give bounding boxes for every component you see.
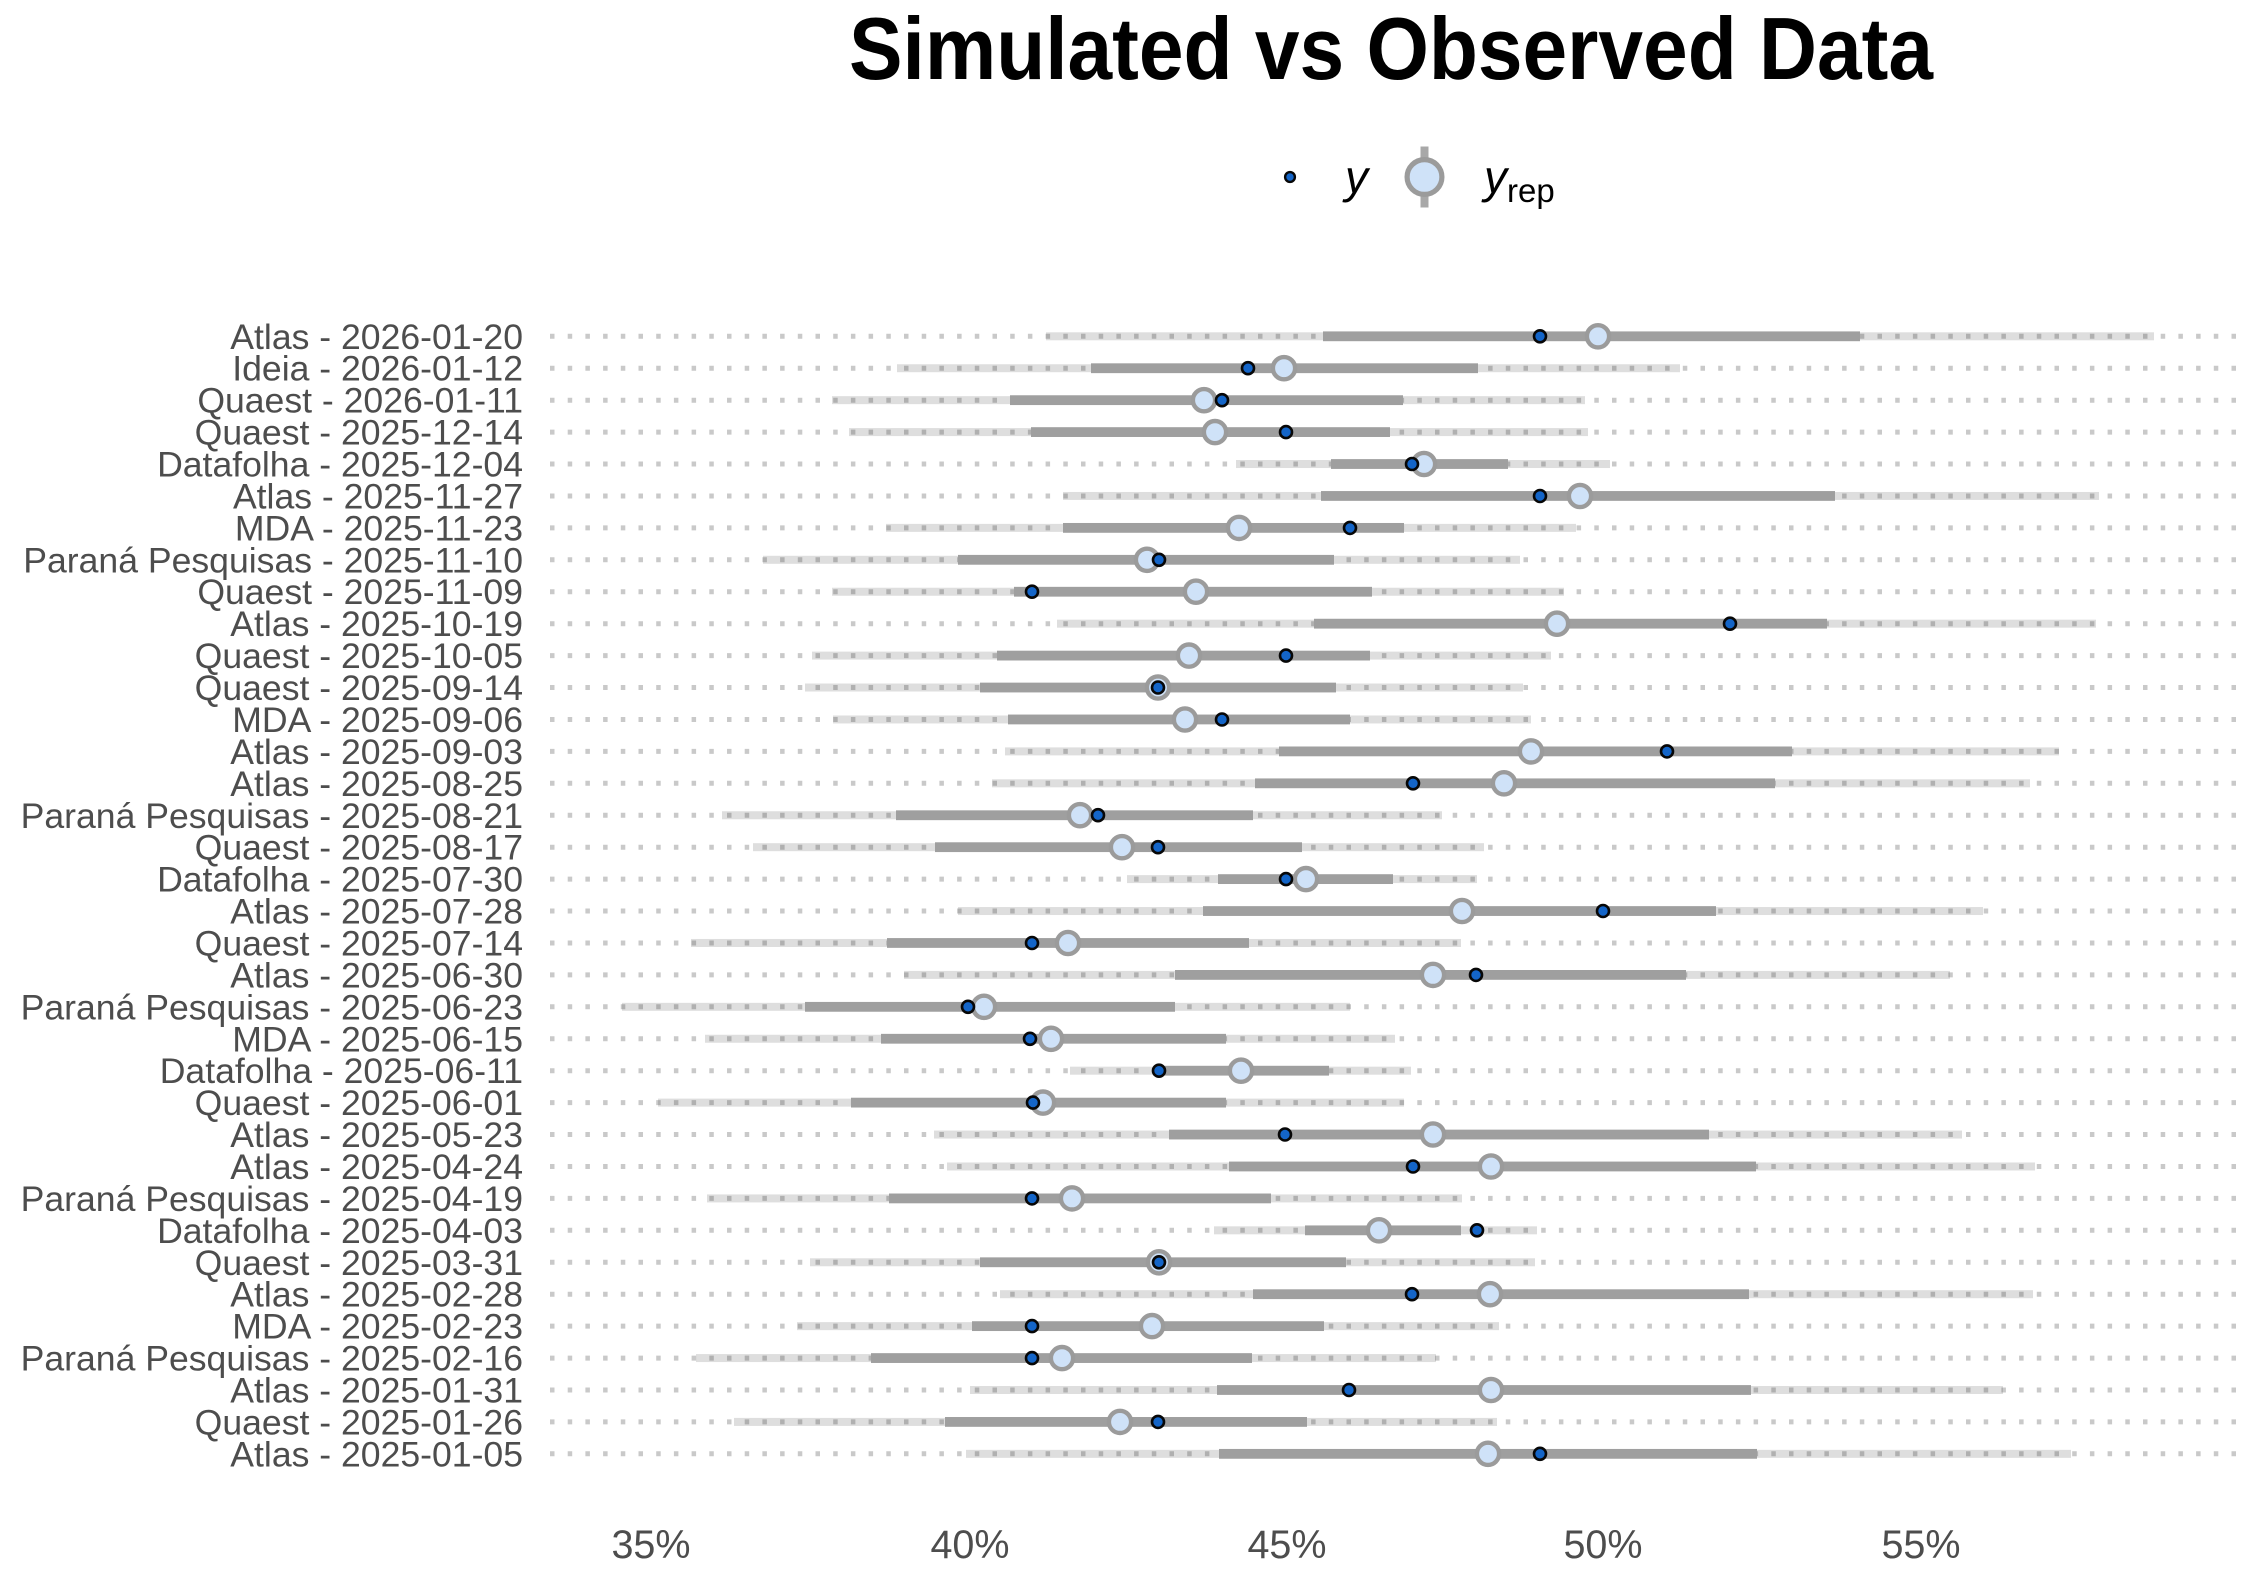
svg-text:Quaest - 2025-11-09: Quaest - 2025-11-09 (197, 572, 523, 612)
svg-text:Atlas - 2025-05-23: Atlas - 2025-05-23 (230, 1115, 523, 1155)
svg-text:Atlas - 2026-01-20: Atlas - 2026-01-20 (230, 317, 523, 357)
svg-text:Datafolha - 2025-12-04: Datafolha - 2025-12-04 (157, 445, 523, 485)
svg-text:Atlas - 2025-08-25: Atlas - 2025-08-25 (230, 764, 523, 804)
svg-text:Quaest - 2026-01-11: Quaest - 2026-01-11 (197, 381, 523, 421)
svg-text:Atlas - 2025-07-28: Atlas - 2025-07-28 (230, 892, 523, 932)
svg-text:40%: 40% (930, 1523, 1009, 1567)
svg-text:Quaest - 2025-10-05: Quaest - 2025-10-05 (195, 636, 523, 676)
svg-text:Atlas - 2025-10-19: Atlas - 2025-10-19 (230, 604, 523, 644)
svg-text:MDA - 2025-09-06: MDA - 2025-09-06 (232, 700, 523, 740)
svg-text:y: y (1342, 151, 1371, 203)
svg-text:Atlas - 2025-01-31: Atlas - 2025-01-31 (230, 1371, 523, 1411)
svg-text:Datafolha - 2025-07-30: Datafolha - 2025-07-30 (157, 860, 523, 900)
svg-text:Quaest - 2025-03-31: Quaest - 2025-03-31 (195, 1243, 523, 1283)
svg-text:Atlas - 2025-02-28: Atlas - 2025-02-28 (230, 1275, 523, 1315)
svg-text:Atlas - 2025-09-03: Atlas - 2025-09-03 (230, 732, 523, 772)
svg-text:Quaest - 2025-07-14: Quaest - 2025-07-14 (195, 924, 523, 964)
svg-text:50%: 50% (1563, 1523, 1642, 1567)
svg-text:Quaest - 2025-12-14: Quaest - 2025-12-14 (195, 413, 523, 453)
svg-text:Quaest - 2025-06-01: Quaest - 2025-06-01 (195, 1083, 523, 1123)
svg-text:Atlas - 2025-06-30: Atlas - 2025-06-30 (230, 955, 523, 995)
svg-text:Atlas - 2025-11-27: Atlas - 2025-11-27 (233, 477, 523, 517)
svg-text:Atlas - 2025-01-05: Atlas - 2025-01-05 (230, 1434, 523, 1474)
svg-text:35%: 35% (611, 1523, 690, 1567)
svg-text:Quaest - 2025-09-14: Quaest - 2025-09-14 (195, 668, 523, 708)
svg-text:Datafolha - 2025-06-11: Datafolha - 2025-06-11 (160, 1051, 523, 1091)
svg-text:Paraná Pesquisas - 2025-11-10: Paraná Pesquisas - 2025-11-10 (23, 540, 523, 580)
svg-text:Quaest - 2025-08-17: Quaest - 2025-08-17 (195, 828, 523, 868)
svg-text:Atlas - 2025-04-24: Atlas - 2025-04-24 (230, 1147, 523, 1187)
svg-text:Datafolha - 2025-04-03: Datafolha - 2025-04-03 (157, 1211, 523, 1251)
svg-text:Paraná Pesquisas - 2025-08-21: Paraná Pesquisas - 2025-08-21 (21, 796, 523, 836)
svg-text:Quaest - 2025-01-26: Quaest - 2025-01-26 (195, 1402, 523, 1442)
svg-text:Paraná Pesquisas - 2025-02-16: Paraná Pesquisas - 2025-02-16 (21, 1339, 523, 1379)
svg-text:Simulated vs Observed Data: Simulated vs Observed Data (849, 0, 1934, 98)
svg-text:MDA - 2025-02-23: MDA - 2025-02-23 (232, 1307, 523, 1347)
svg-text:Paraná Pesquisas - 2025-06-23: Paraná Pesquisas - 2025-06-23 (21, 987, 523, 1027)
svg-text:Ideia - 2026-01-12: Ideia - 2026-01-12 (232, 349, 523, 389)
svg-text:MDA - 2025-11-23: MDA - 2025-11-23 (235, 508, 523, 548)
svg-text:55%: 55% (1881, 1523, 1960, 1567)
svg-text:Paraná Pesquisas - 2025-04-19: Paraná Pesquisas - 2025-04-19 (21, 1179, 523, 1219)
svg-text:MDA - 2025-06-15: MDA - 2025-06-15 (232, 1019, 523, 1059)
svg-text:45%: 45% (1247, 1523, 1326, 1567)
